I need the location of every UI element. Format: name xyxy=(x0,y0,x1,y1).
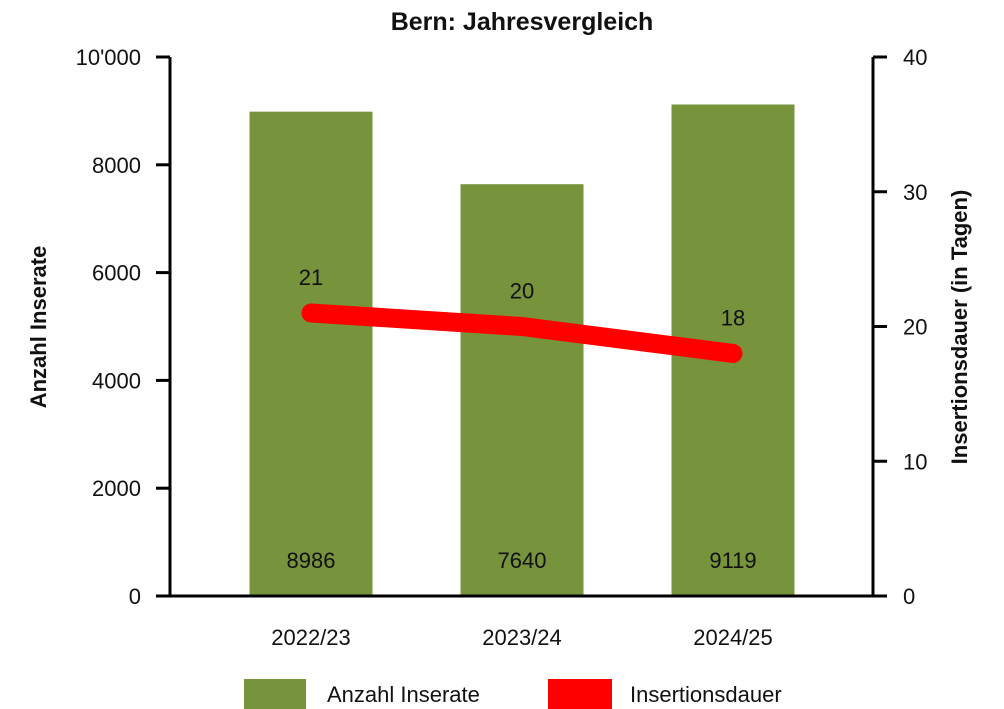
line-insertionsdauer xyxy=(301,303,743,363)
legend: Anzahl Inserate Insertionsdauer xyxy=(244,679,782,709)
x-tick-label: 2023/24 xyxy=(482,625,562,650)
right-tick-label: 40 xyxy=(903,45,927,70)
chart-title: Bern: Jahresvergleich xyxy=(391,8,654,36)
left-tick-label: 4000 xyxy=(92,368,141,393)
bar-labels-group: 8986 7640 9119 xyxy=(287,548,757,573)
right-tick-label: 0 xyxy=(903,584,915,609)
left-tick-label: 6000 xyxy=(92,261,141,286)
line-series-group xyxy=(301,303,743,363)
bar-2023-24 xyxy=(460,184,584,597)
x-tick-label: 2022/23 xyxy=(271,625,351,650)
legend-swatch-bars xyxy=(244,679,306,709)
line-value-label: 20 xyxy=(510,279,534,304)
line-value-label: 21 xyxy=(299,265,323,290)
right-ticks-group: 0 10 20 30 40 xyxy=(873,45,927,609)
bar-value-label: 9119 xyxy=(709,548,756,573)
right-tick-label: 10 xyxy=(903,449,927,474)
bar-value-label: 7640 xyxy=(498,548,547,573)
bar-2022-23 xyxy=(249,111,373,596)
right-tick-label: 20 xyxy=(903,315,927,340)
left-tick-label: 0 xyxy=(129,584,141,609)
left-tick-label: 8000 xyxy=(92,153,141,178)
legend-label-line: Insertionsdauer xyxy=(630,682,782,707)
x-tick-label: 2024/25 xyxy=(693,625,773,650)
y-axis-label-right: Insertionsdauer (in Tagen) xyxy=(947,190,972,465)
left-tick-label: 2000 xyxy=(92,476,141,501)
legend-label-bars: Anzahl Inserate xyxy=(327,682,480,707)
right-tick-label: 30 xyxy=(903,180,927,205)
line-value-label: 18 xyxy=(721,305,745,330)
x-ticks-group: 2022/23 2023/24 2024/25 xyxy=(271,625,773,650)
y-axis-label: Anzahl Inserate xyxy=(26,246,51,409)
bars-group xyxy=(249,104,795,597)
line-labels-group: 21 20 18 xyxy=(299,265,745,330)
legend-swatch-line xyxy=(548,679,612,709)
left-ticks-group: 0 2000 4000 6000 8000 10'000 xyxy=(76,45,170,609)
left-tick-label: 10'000 xyxy=(76,45,141,70)
bar-value-label: 8986 xyxy=(287,548,336,573)
